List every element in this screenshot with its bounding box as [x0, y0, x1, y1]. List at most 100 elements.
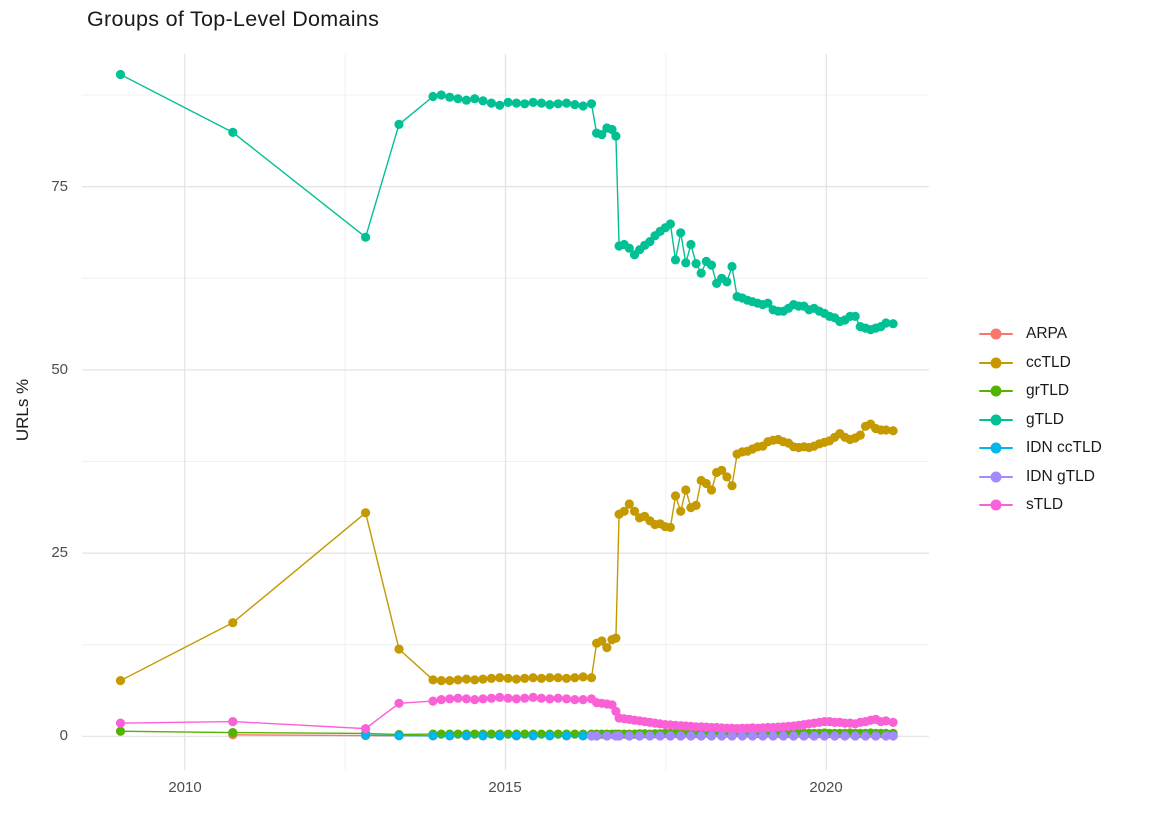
- legend-item-label: IDN ccTLD: [1026, 439, 1102, 457]
- data-point: [597, 130, 607, 140]
- data-point: [665, 219, 676, 229]
- data-point: [722, 472, 732, 482]
- legend-item-arpa: ARPA: [979, 320, 1102, 349]
- legend-key-dot: [990, 499, 1002, 511]
- data-point: [528, 97, 538, 107]
- legend-item-label: IDN gTLD: [1026, 467, 1095, 485]
- data-point: [436, 90, 446, 100]
- data-point: [115, 718, 126, 728]
- series-line: [120, 73, 894, 331]
- data-point: [561, 694, 572, 704]
- legend-item-label: ccTLD: [1026, 353, 1071, 371]
- data-point: [470, 695, 480, 705]
- data-point: [511, 731, 521, 741]
- data-point: [115, 726, 126, 736]
- data-point: [635, 731, 645, 741]
- data-point: [394, 119, 404, 129]
- y-tick-label: 75: [51, 178, 68, 195]
- data-point: [586, 99, 597, 109]
- data-point: [115, 676, 126, 686]
- data-point: [520, 693, 530, 703]
- data-point: [478, 694, 488, 704]
- data-point: [706, 260, 717, 270]
- data-point: [855, 430, 865, 440]
- data-point: [840, 731, 850, 741]
- data-point: [706, 731, 717, 741]
- data-point: [486, 98, 496, 108]
- data-point: [665, 522, 676, 533]
- data-point: [629, 506, 640, 516]
- data-point: [578, 672, 588, 682]
- legend-key-icon: [979, 327, 1013, 341]
- data-point: [528, 673, 538, 683]
- data-point: [763, 298, 773, 308]
- data-point: [850, 311, 860, 321]
- legend-key-dot: [990, 328, 1002, 340]
- data-point: [445, 731, 455, 741]
- data-point: [888, 731, 898, 741]
- data-point: [717, 731, 727, 741]
- data-point: [696, 268, 706, 278]
- legend-key-icon: [979, 441, 1013, 455]
- legend-key-dot: [990, 471, 1002, 483]
- data-point: [228, 618, 238, 628]
- data-point: [511, 674, 521, 684]
- data-point: [706, 485, 717, 495]
- data-point: [722, 277, 732, 287]
- data-point: [778, 731, 788, 741]
- legend-item-stld: sTLD: [979, 491, 1102, 520]
- data-point: [503, 97, 513, 107]
- data-point: [570, 673, 580, 683]
- data-point: [696, 731, 706, 741]
- data-point: [453, 729, 463, 739]
- data-point: [645, 731, 655, 741]
- data-point: [768, 731, 778, 741]
- data-point: [361, 730, 371, 740]
- data-point: [228, 127, 238, 137]
- data-point: [228, 728, 238, 738]
- data-point: [561, 673, 572, 684]
- data-point: [428, 731, 438, 741]
- data-point: [495, 673, 505, 683]
- data-point: [436, 729, 446, 739]
- data-point: [871, 731, 881, 741]
- data-point: [611, 633, 621, 643]
- data-point: [528, 692, 538, 703]
- data-point: [799, 731, 809, 741]
- data-point: [624, 243, 634, 253]
- data-point: [536, 729, 547, 739]
- data-point: [461, 731, 471, 741]
- data-point: [428, 696, 438, 706]
- data-point: [536, 98, 547, 108]
- legend-item-label: sTLD: [1026, 496, 1064, 514]
- data-point: [681, 258, 691, 268]
- data-point: [394, 698, 404, 708]
- data-point: [727, 731, 737, 741]
- series-stld: [115, 692, 898, 734]
- data-point: [850, 731, 860, 741]
- legend-key-icon: [979, 498, 1013, 512]
- data-point: [691, 500, 701, 510]
- legend-key-icon: [979, 413, 1013, 427]
- x-tick-label: 2010: [168, 779, 202, 796]
- data-point: [545, 694, 555, 704]
- data-point: [691, 259, 701, 269]
- data-point: [520, 673, 530, 684]
- data-point: [361, 724, 371, 734]
- data-point: [701, 478, 711, 489]
- data-point: [503, 729, 513, 739]
- y-tick-label: 50: [51, 361, 68, 378]
- data-point: [888, 426, 898, 436]
- data-point: [602, 731, 612, 741]
- x-tick-label: 2020: [809, 779, 843, 796]
- data-point: [665, 731, 676, 741]
- data-point: [536, 673, 547, 684]
- data-point: [520, 99, 530, 109]
- data-point: [461, 95, 471, 105]
- data-point: [478, 731, 488, 741]
- data-point: [624, 499, 634, 509]
- data-point: [461, 694, 471, 704]
- data-point: [881, 318, 891, 328]
- data-point: [453, 675, 463, 685]
